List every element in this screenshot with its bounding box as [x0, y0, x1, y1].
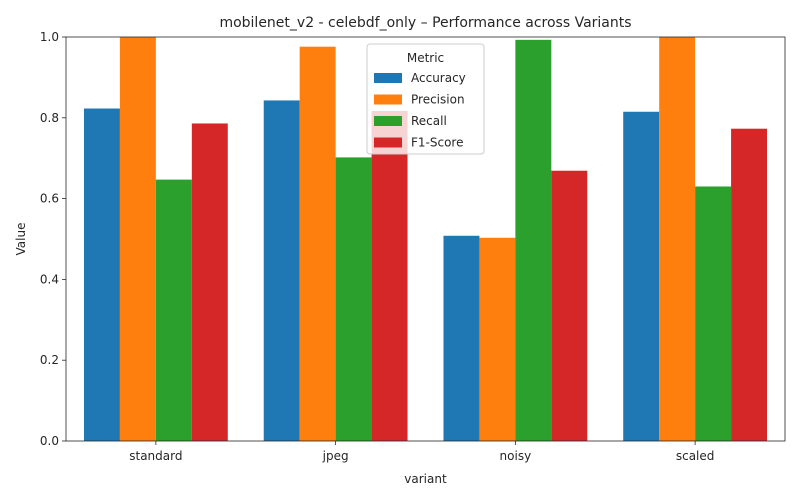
bar-recall-jpeg	[335, 157, 372, 441]
legend-box	[366, 43, 485, 155]
bar-f1-score-standard	[191, 123, 228, 442]
x-tick-label-noisy: noisy	[500, 449, 532, 463]
legend-swatch-precision	[374, 94, 402, 105]
legend-label-f1-score: F1-Score	[411, 136, 463, 150]
bar-accuracy-noisy	[443, 235, 480, 441]
legend-label-recall: Recall	[411, 114, 447, 128]
x-axis-label: variant	[404, 472, 447, 486]
x-tick-label-standard: standard	[129, 449, 182, 463]
legend: Metric Accuracy Precision Recall F1-Score	[366, 43, 485, 155]
y-tick-label: 0.6	[40, 192, 59, 206]
chart-title: mobilenet_v2 - celebdf_only – Performanc…	[219, 15, 631, 31]
bar-accuracy-jpeg	[263, 100, 300, 442]
y-tick-label: 1.0	[40, 30, 59, 44]
x-tick-label-scaled: scaled	[676, 449, 715, 463]
bars-group	[83, 37, 768, 442]
y-axis-label: Value	[14, 223, 28, 256]
bar-f1-score-noisy	[551, 170, 588, 441]
legend-label-accuracy: Accuracy	[411, 71, 466, 85]
x-axis: standard jpeg noisy scaled	[129, 441, 714, 463]
plot-frame	[65, 36, 786, 442]
bar-precision-jpeg	[299, 46, 336, 441]
bar-recall-scaled	[695, 186, 732, 441]
bar-f1-score-jpeg	[371, 110, 408, 442]
y-axis: 0.0 0.2 0.4 0.6 0.8 1.0	[40, 30, 66, 448]
bar-accuracy-standard	[83, 108, 120, 441]
bar-accuracy-scaled	[623, 111, 660, 442]
y-tick-label: 0.4	[40, 272, 59, 286]
legend-swatch-recall	[374, 116, 402, 126]
bar-precision-scaled	[659, 37, 696, 441]
legend-label-precision: Precision	[411, 93, 465, 107]
bar-recall-standard	[155, 179, 192, 442]
y-tick-label: 0.8	[40, 111, 59, 125]
y-tick-label: 0.2	[40, 353, 59, 367]
legend-title: Metric	[407, 51, 444, 65]
bar-precision-standard	[119, 37, 156, 441]
bar-precision-noisy	[479, 237, 516, 441]
legend-swatch-accuracy	[374, 73, 402, 83]
x-tick-label-jpeg: jpeg	[322, 449, 349, 463]
legend-swatch-f1-score	[374, 137, 402, 148]
bar-f1-score-scaled	[731, 128, 768, 441]
bar-recall-noisy	[515, 39, 552, 441]
y-tick-label: 0.0	[40, 434, 59, 448]
